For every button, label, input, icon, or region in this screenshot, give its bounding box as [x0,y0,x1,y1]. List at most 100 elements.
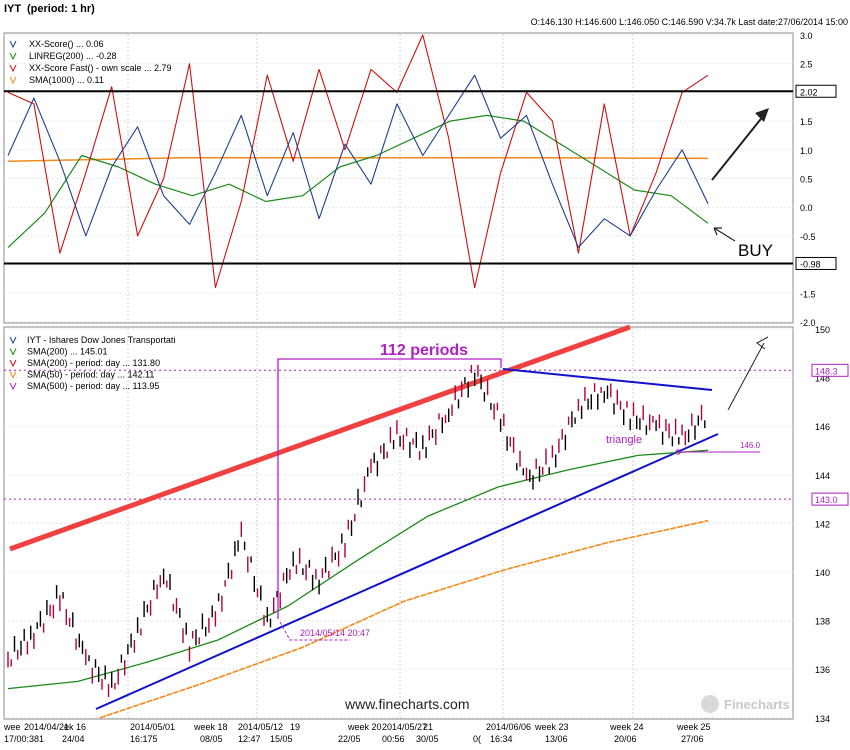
legend-entry: SMA(200) - period: day ... 131.80 [27,358,160,368]
y-tick-label: 150 [815,325,830,335]
price-axis: 150 148 146 144 142 140 138 136 134 148.3 143.0 [811,325,849,724]
legend-marker-icon [9,348,17,356]
periods-label: 112 periods [380,342,468,359]
x-tick-label: 13/06 [545,734,568,744]
price-tag [811,363,849,377]
y-tick-label: 1.5 [800,117,813,127]
level-tag [795,256,837,270]
y-tick-label: 142 [815,519,830,529]
level-146-label: 146.0 [740,441,761,450]
y-tick-label: 2.5 [800,60,813,70]
resistance-trendline [502,368,713,391]
x-tick-label: wee [3,722,21,732]
x-tick-label: 15/05 [270,734,293,744]
linreg-line [7,114,709,248]
x-axis: 2014/04/21 2014/05/01 2014/05/12 2014/05/27… [3,722,711,744]
y-tick-label: 138 [815,617,830,627]
oscillator-lines: BUY [4,34,793,289]
y-tick-label: 148 [815,374,830,384]
symbol-label: IYT [4,3,21,15]
x-tick-label: 17/00:381 [4,734,44,744]
oscillator-legend: XX-Score() ... 0.06 LINREG(200) ... -0.28… [9,39,172,85]
price-legend: IYT - Ishares Dow Jones Transportati SMA(… [9,335,175,391]
x-tick-date: 2014/06/06 [486,722,531,732]
x-tick-label: 0( [473,734,481,744]
x-tick-label: 08/05 [200,734,223,744]
legend-entry: LINREG(200) ... -0.28 [29,51,117,61]
legend-entry: XX-Score Fast() - own scale ... 2.79 [29,63,172,73]
x-tick-label: week 24 [609,722,644,732]
legend-entry: SMA(500) - period: day ... 113.95 [27,381,159,391]
y-tick-label: 136 [815,665,830,675]
sma50-day-line [99,519,709,719]
legend-marker-icon [9,382,17,391]
xscore-fast-line [7,34,709,289]
price-tag-label: 143.0 [815,495,838,505]
legend-marker-icon [9,40,17,49]
y-tick-label: -2.0 [800,318,816,328]
periods-bracket [277,358,502,619]
y-tick-label: 140 [815,568,830,578]
legend-entry: SMA(1000) ... 0.11 [29,75,104,85]
support-trendline [95,433,719,710]
breakout-arrow-icon [727,342,765,411]
level-tag [795,84,837,98]
y-tick-label: 3.0 [800,31,813,41]
oscillator-grid [4,34,793,323]
legend-marker-icon [9,336,17,345]
x-tick-label: 27/06 [681,734,704,744]
legend-entry: SMA(200) ... 145.01 [27,347,108,357]
legend-entry: XX-Score() ... 0.06 [29,39,104,49]
period-label: (period: 1 hr) [27,3,95,15]
x-tick-date: 2014/05/27 [382,722,427,732]
x-tick-label: 20/06 [614,734,637,744]
x-tick-label: 19 [290,722,300,732]
x-tick-label: week 23 [534,722,569,732]
y-tick-label: -0.5 [800,232,816,242]
legend-entry: SMA(50) - period: day ... 142.11 [27,370,154,380]
price-lines: 112 periods 2014/05/14 20:47 triangle 146.0 [7,324,769,719]
arrowhead-icon [755,108,769,122]
x-tick-label: week 25 [676,722,711,732]
legend-marker-icon [9,52,17,61]
x-tick-label: 22/05 [338,734,361,744]
y-tick-label: 134 [815,714,830,724]
x-tick-label: 21 [423,722,433,732]
y-tick-label: 146 [815,422,830,432]
y-tick-label: 1.0 [800,146,813,156]
watermark-brand: Finecharts [724,697,790,712]
legend-entry: IYT - Ishares Dow Jones Transportati [27,335,175,345]
y-tick-label: 0.0 [800,203,813,213]
x-tick-date: 2014/05/12 [238,722,283,732]
breakout-arrowhead-icon [756,336,769,350]
date-pointer [279,621,350,641]
legend-marker-icon [9,371,17,379]
x-tick-label: ek 16 [64,722,86,732]
ohlc-readout: O:146.130 H:146.600 L:146.050 C:146.590 … [531,17,848,27]
x-tick-label: 16:34 [490,734,513,744]
y-tick-label: 0.5 [800,175,813,185]
date-label: 2014/05/14 20:47 [300,628,370,638]
channel-upper-line [9,324,631,552]
x-tick-date: 2014/05/01 [130,722,175,732]
finecharts-logo-icon [701,695,719,713]
watermark-url: www.finecharts.com [344,696,469,712]
x-tick-label: 24/04 [62,734,85,744]
legend-marker-icon [9,76,17,85]
x-tick-label: 12:47 [238,734,261,744]
price-tag [811,492,849,506]
legend-marker-icon [9,359,17,368]
legend-marker-icon [9,64,17,73]
x-tick-label: week 20 [347,722,382,732]
up-arrow-icon [711,114,765,181]
level-tag-label: -0.98 [800,259,821,269]
level-tag-label: 2.02 [800,87,818,97]
oscillator-panel [3,32,794,324]
buy-label: BUY [738,241,773,260]
buy-pointer-icon [713,227,736,242]
x-tick-label: 00:56 [382,734,405,744]
level-146-marker-icon [675,449,681,455]
y-tick-label: 144 [815,471,830,481]
x-tick-label: 16:175 [130,734,158,744]
